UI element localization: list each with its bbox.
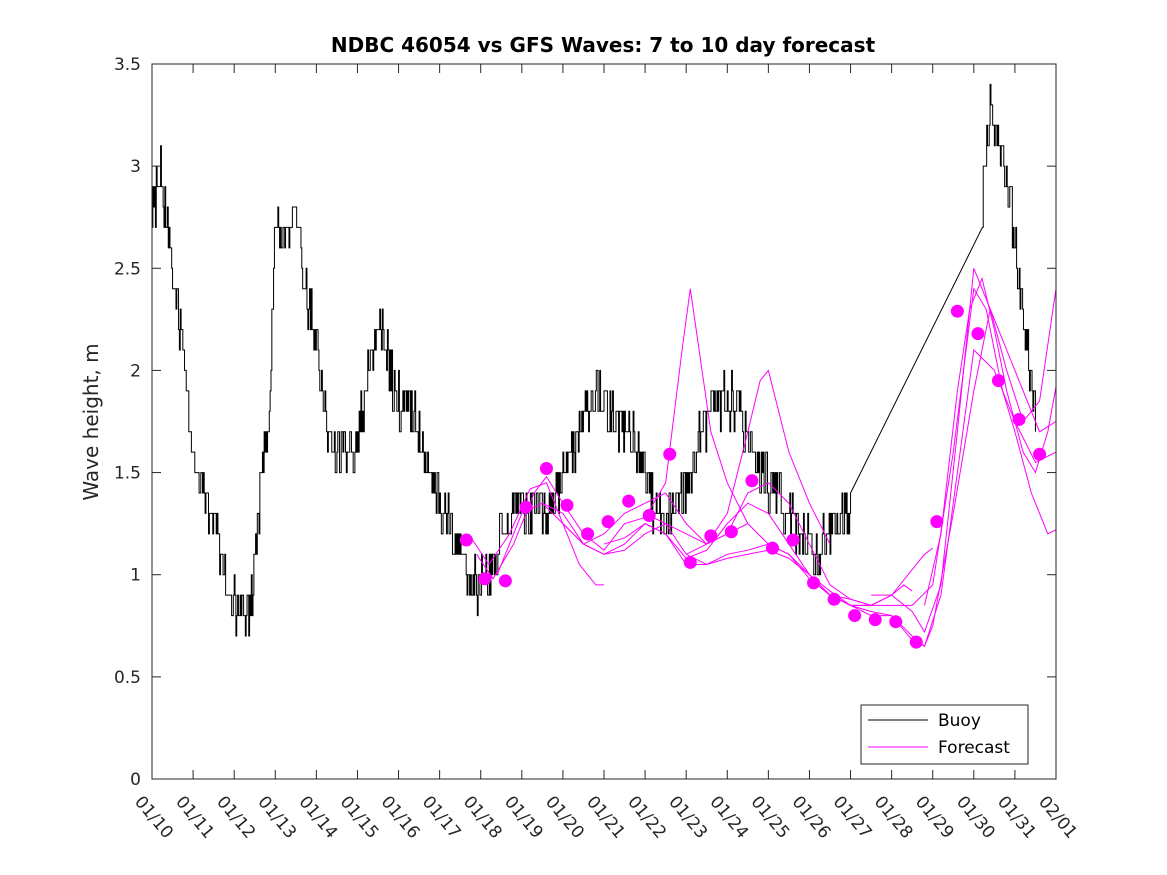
legend: Buoy Forecast [860, 704, 1029, 765]
forecast-line-6 [644, 348, 1057, 647]
forecast-point-9 [642, 508, 656, 522]
forecast-point-12 [704, 529, 718, 543]
forecast-point-7 [601, 515, 615, 529]
forecast-point-26 [991, 374, 1005, 388]
forecast-point-6 [581, 527, 595, 541]
y-tick-label-2: 1 [130, 566, 141, 586]
forecast-point-18 [827, 592, 841, 606]
forecast-point-10 [663, 447, 677, 461]
y-tick-label-0: 0 [130, 770, 141, 790]
legend-buoy-label: Buoy [938, 711, 981, 731]
forecast-point-22 [909, 635, 923, 649]
buoy-line [152, 83, 1036, 637]
forecast-point-28 [1033, 447, 1047, 461]
legend-box [860, 704, 1029, 765]
forecast-point-11 [683, 555, 697, 569]
forecast-line-9 [871, 268, 1057, 634]
forecast-point-16 [786, 533, 800, 547]
forecast-point-14 [745, 474, 759, 488]
forecast-line-1 [476, 288, 749, 580]
forecast-point-23 [930, 515, 944, 529]
axis-ticks [151, 63, 1057, 780]
y-tick-label-5: 2.5 [114, 259, 141, 279]
forecast-point-24 [950, 304, 964, 318]
y-tick-label-7: 3.5 [114, 55, 141, 75]
forecast-marker-layer [459, 304, 1047, 649]
y-tick-label-3: 1.5 [114, 464, 141, 484]
forecast-line-2 [496, 369, 831, 575]
forecast-point-4 [539, 461, 553, 475]
forecast-point-21 [889, 615, 903, 629]
forecast-point-13 [724, 525, 738, 539]
legend-forecast-label: Forecast [938, 738, 1010, 758]
forecast-point-19 [848, 609, 862, 623]
forecast-point-17 [807, 576, 821, 590]
y-axis-label: Wave height, m [79, 343, 103, 500]
forecast-point-1 [478, 572, 492, 586]
y-tick-labels: 0 0.5 1 1.5 2 2.5 3 3.5 [114, 55, 141, 790]
buoy-series-layer [152, 83, 1036, 637]
y-tick-label-1: 0.5 [114, 668, 141, 688]
forecast-point-27 [1012, 412, 1026, 426]
forecast-point-2 [498, 574, 512, 588]
y-tick-label-6: 3 [130, 157, 141, 177]
forecast-point-15 [765, 541, 779, 555]
y-tick-label-4: 2 [130, 361, 141, 381]
forecast-point-3 [519, 500, 533, 514]
forecast-point-5 [560, 498, 574, 512]
chart-title: NDBC 46054 vs GFS Waves: 7 to 10 day for… [331, 33, 876, 57]
forecast-point-25 [971, 327, 985, 341]
forecast-point-0 [459, 533, 473, 547]
forecast-point-20 [868, 613, 882, 627]
forecast-point-8 [622, 494, 636, 508]
forecast-line-0 [467, 482, 604, 586]
plot-area [152, 64, 1056, 779]
